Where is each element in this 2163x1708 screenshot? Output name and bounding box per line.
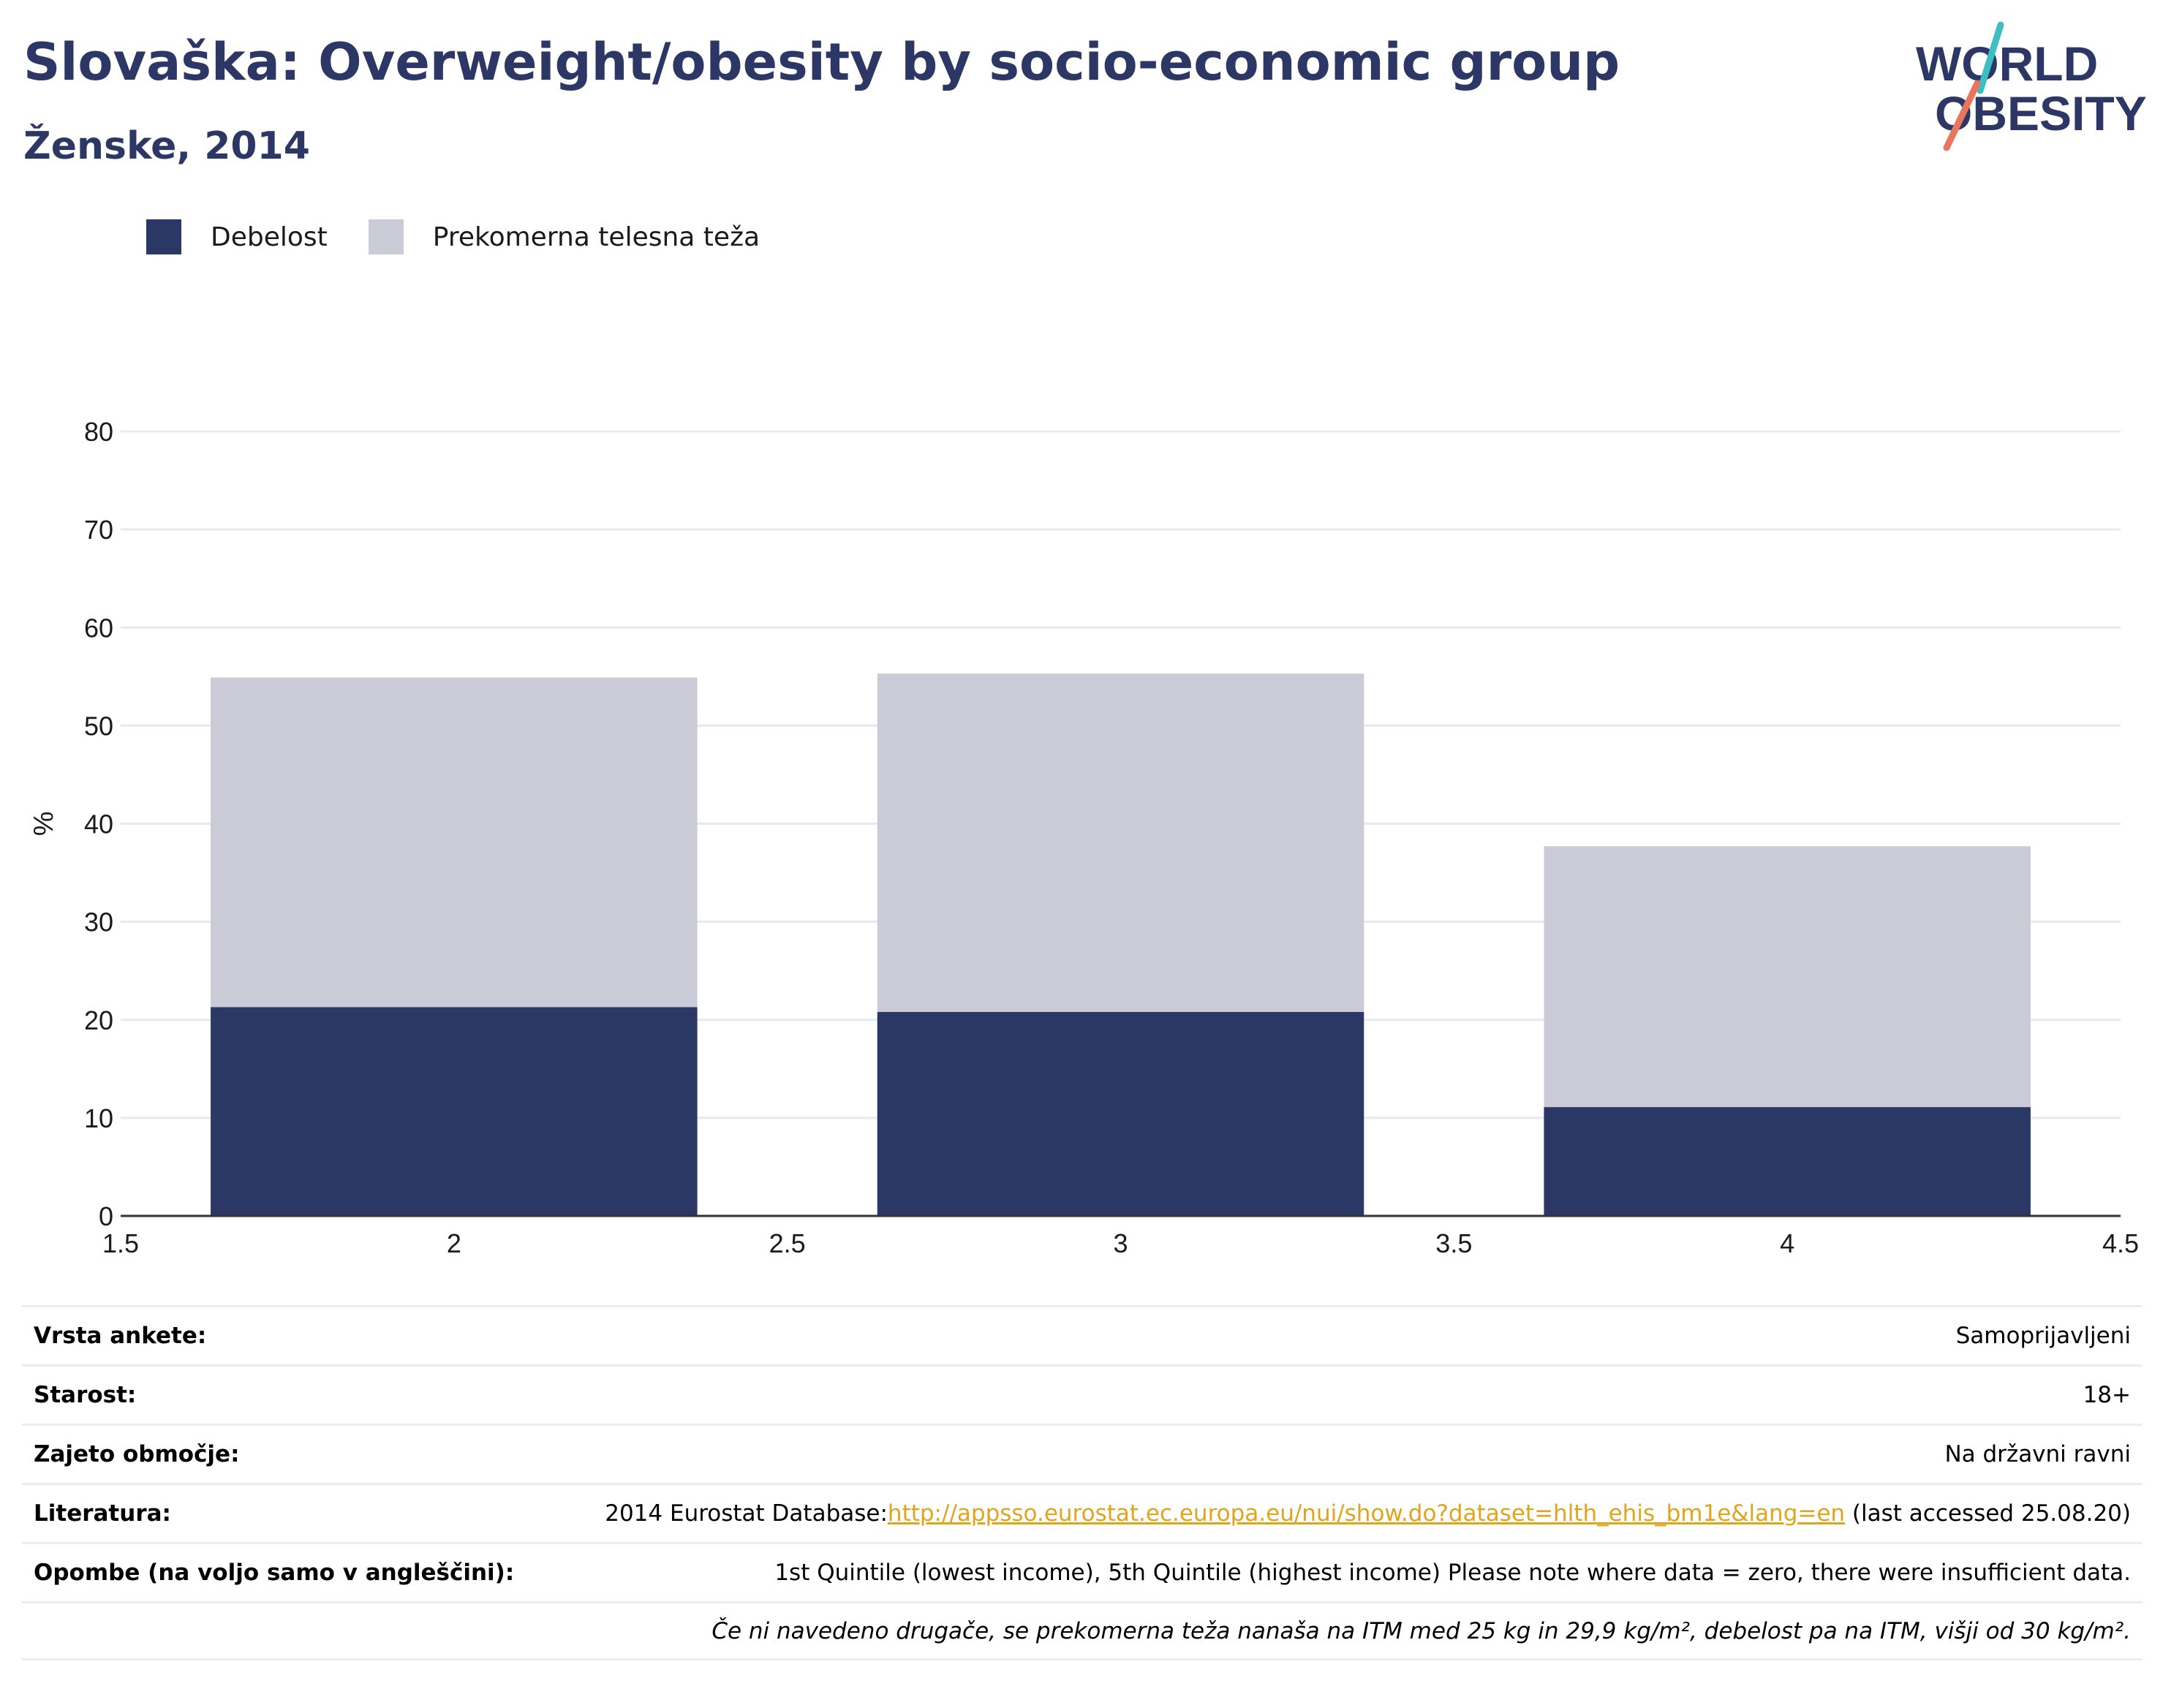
legend-label-debelost: Debelost (211, 222, 328, 252)
x-tick-label: 3 (1113, 1228, 1128, 1258)
info-footnote: Če ni navedeno drugače, se prekomerna te… (711, 1617, 2131, 1644)
y-tick-label: 0 (99, 1201, 113, 1231)
info-label: Literatura: (34, 1500, 171, 1527)
y-tick-label: 30 (84, 907, 113, 937)
info-value: Na državni ravni (1944, 1441, 2131, 1467)
info-label: Starost: (34, 1382, 137, 1408)
legend-label-prekomerna: Prekomerna telesna teža (432, 222, 760, 252)
chart-subtitle: Ženske, 2014 (23, 124, 310, 168)
info-row-footnote: Če ni navedeno drugače, se prekomerna te… (22, 1601, 2143, 1660)
x-tick-label: 4 (1780, 1228, 1794, 1258)
world-obesity-logo: WORLD OBESITY (1916, 22, 2147, 151)
literature-link[interactable]: http://appsso.eurostat.ec.europa.eu/nui/… (887, 1500, 1846, 1527)
logo-slash-coral (1943, 80, 1981, 151)
info-label: Vrsta ankete: (34, 1323, 207, 1349)
bar-debelost-0[interactable] (211, 1007, 698, 1216)
x-tick-label: 3.5 (1435, 1228, 1472, 1258)
chart-title: Slovaška: Overweight/obesity by socio-ec… (23, 32, 1620, 92)
y-tick-label: 60 (84, 613, 113, 643)
info-row-literature: Literatura: 2014 Eurostat Database:http:… (22, 1483, 2143, 1542)
y-tick-label: 20 (84, 1005, 113, 1035)
y-tick-label: 10 (84, 1103, 113, 1133)
bar-prekomerna-2[interactable] (1544, 846, 2031, 1108)
y-tick-label: 40 (84, 809, 113, 839)
info-value: Samoprijavljeni (1955, 1323, 2131, 1349)
chart-legend: Debelost Prekomerna telesna teža (146, 216, 801, 257)
x-tick-label: 2.5 (769, 1228, 806, 1258)
logo-slash-teal (1977, 22, 2004, 94)
x-tick-label: 4.5 (2102, 1228, 2139, 1258)
y-tick-label: 70 (84, 515, 113, 545)
bar-debelost-1[interactable] (877, 1012, 1364, 1216)
info-value: 2014 Eurostat Database:http://appsso.eur… (605, 1500, 2131, 1527)
x-axis-ticks: 1.5 2 2.5 3 3.5 4 4.5 (102, 1228, 2139, 1258)
y-axis-ticks: 0 10 20 30 40 50 60 70 80 (84, 417, 113, 1231)
bar-debelost-2[interactable] (1544, 1107, 2031, 1216)
x-tick-label: 1.5 (102, 1228, 139, 1258)
bars (211, 673, 2031, 1216)
stacked-bar-chart: 0 10 20 30 40 50 60 70 80 1.5 2 2.5 3 3.5 4 4.5 % (29, 417, 2139, 1258)
info-row-coverage: Zajeto območje: Na državni ravni (22, 1424, 2143, 1483)
info-row-survey-type: Vrsta ankete: Samoprijavljeni (22, 1305, 2143, 1364)
info-label: Zajeto območje: (34, 1441, 240, 1467)
bar-prekomerna-0[interactable] (211, 677, 698, 1008)
info-row-age: Starost: 18+ (22, 1364, 2143, 1424)
bar-prekomerna-1[interactable] (877, 673, 1364, 1013)
legend-item-prekomerna[interactable]: Prekomerna telesna teža (368, 219, 760, 254)
y-tick-label: 50 (84, 711, 113, 741)
literature-suffix: (last accessed 25.08.20) (1845, 1500, 2131, 1527)
literature-prefix: 2014 Eurostat Database: (605, 1500, 888, 1527)
info-table: Vrsta ankete: Samoprijavljeni Starost: 1… (22, 1305, 2143, 1660)
info-row-notes: Opombe (na voljo samo v angleščini): 1st… (22, 1542, 2143, 1601)
logo-text-world: WORLD (1916, 37, 2098, 91)
y-axis-label: % (29, 812, 59, 836)
info-value: 18+ (2083, 1382, 2131, 1408)
info-label: Opombe (na voljo samo v angleščini): (34, 1560, 515, 1586)
x-tick-label: 2 (447, 1228, 461, 1258)
y-tick-label: 80 (84, 417, 113, 447)
legend-swatch-debelost (146, 219, 181, 254)
legend-swatch-prekomerna (368, 219, 404, 254)
info-value: 1st Quintile (lowest income), 5th Quinti… (774, 1560, 2131, 1586)
legend-item-debelost[interactable]: Debelost (146, 219, 328, 254)
